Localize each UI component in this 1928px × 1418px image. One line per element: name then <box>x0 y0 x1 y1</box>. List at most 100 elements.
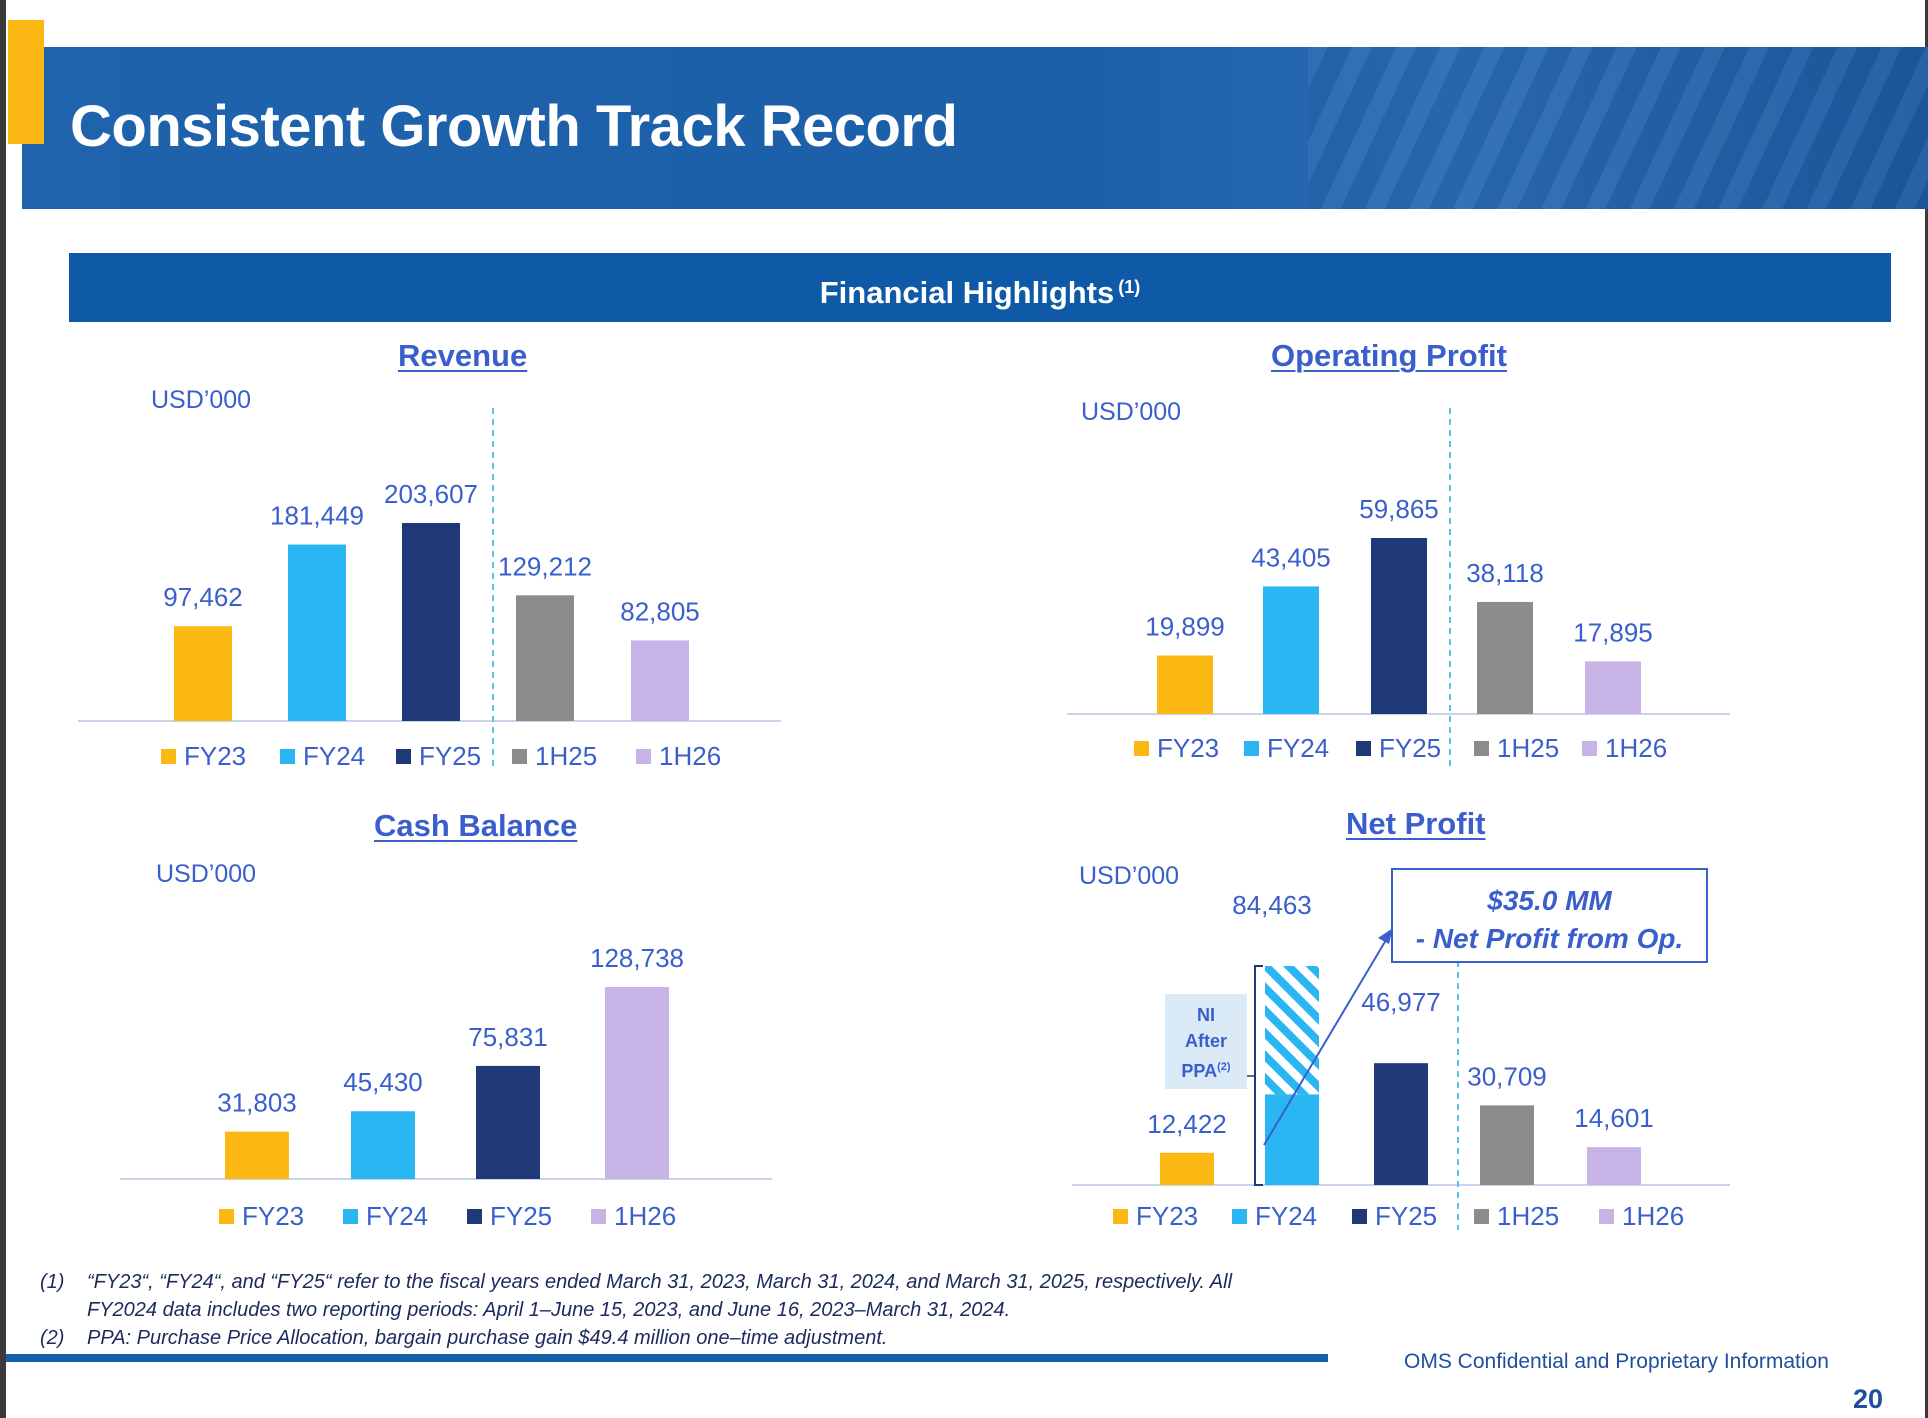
footnote-number: (1) <box>40 1271 65 1293</box>
revenue-data-label-fy23: 97,462 <box>163 582 243 612</box>
net-profit-bar-1h26 <box>1587 1147 1641 1185</box>
operating-profit-legend-swatch-fy23 <box>1134 741 1149 756</box>
operating-profit-legend-swatch-1h26 <box>1582 741 1597 756</box>
net-profit-unit-label: USD’000 <box>1079 862 1180 890</box>
accent-tab <box>8 20 44 144</box>
revenue-legend-label-1h25: 1H25 <box>535 741 597 771</box>
net-profit-data-label-fy24: 84,463 <box>1232 890 1312 920</box>
cash-balance-legend-label-fy23: FY23 <box>242 1201 304 1231</box>
callout-line-1: $35.0 MM <box>1487 885 1612 916</box>
footnote-text: “FY23“, “FY24“, and “FY25“ refer to the … <box>87 1271 1233 1293</box>
footnotes: (1) “FY23“, “FY24“, and “FY25“ refer to t… <box>40 1268 1360 1352</box>
left-edge <box>0 0 6 1418</box>
revenue-data-label-1h25: 129,212 <box>498 551 592 581</box>
ppa-line-2: After <box>1184 1031 1227 1051</box>
operating-profit-bar-fy25 <box>1371 538 1427 714</box>
net-profit-bar-1h25 <box>1480 1105 1534 1185</box>
footnote-number <box>40 1296 87 1324</box>
page-number: 20 <box>1853 1384 1884 1414</box>
revenue-legend-swatch-1h25 <box>512 749 527 764</box>
cash-balance-bar-fy25 <box>476 1065 540 1179</box>
revenue-bar-fy23 <box>174 626 232 721</box>
cash-balance-data-label-fy23: 31,803 <box>217 1088 297 1118</box>
footnote-text: PPA: Purchase Price Allocation, bargain … <box>87 1327 888 1349</box>
net-profit-callout-arrowhead <box>1378 928 1393 944</box>
cash-balance-legend-swatch-fy24 <box>343 1209 358 1224</box>
cash-balance-bar-fy24 <box>351 1111 415 1179</box>
cash-balance-data-label-1h26: 128,738 <box>590 943 684 973</box>
cash-balance-data-label-fy25: 75,831 <box>468 1022 548 1052</box>
operating-profit-legend-swatch-fy25 <box>1356 741 1371 756</box>
net-profit-callout-arrow <box>1263 934 1390 1146</box>
revenue-data-label-1h26: 82,805 <box>620 596 700 626</box>
footnote-row: (1) “FY23“, “FY24“, and “FY25“ refer to t… <box>40 1268 1360 1296</box>
footnote-row: FY2024 data includes two reporting perio… <box>40 1296 1360 1324</box>
operating-profit-data-label-fy24: 43,405 <box>1251 542 1331 572</box>
operating-profit-bar-fy23 <box>1157 655 1213 714</box>
revenue-bar-1h25 <box>516 595 574 721</box>
ppa-footnote-ref: (2) <box>1217 1061 1231 1073</box>
revenue-legend-swatch-1h26 <box>636 749 651 764</box>
net-profit-bar-fy23 <box>1160 1152 1214 1185</box>
net-profit-data-label-fy25: 46,977 <box>1361 987 1441 1017</box>
cash-balance-bar-1h26 <box>605 987 669 1179</box>
operating-profit-legend-label-fy23: FY23 <box>1157 733 1219 763</box>
operating-profit-chart-title: Operating Profit <box>1271 338 1507 373</box>
cash-balance-legend-swatch-fy23 <box>219 1209 234 1224</box>
right-edge <box>1925 0 1928 1418</box>
ppa-line-1: NI <box>1197 1005 1215 1025</box>
header-band <box>22 47 1928 209</box>
cash-balance-legend-label-fy24: FY24 <box>366 1201 428 1231</box>
bottom-bar <box>6 1354 1328 1362</box>
net-profit-bar-fy24-ppa <box>1265 966 1319 1095</box>
operating-profit-legend-label-fy24: FY24 <box>1267 733 1329 763</box>
operating-profit-bar-1h26 <box>1585 661 1641 714</box>
revenue-legend-swatch-fy25 <box>396 749 411 764</box>
cash-balance-bar-fy23 <box>225 1131 289 1179</box>
operating-profit-data-label-fy25: 59,865 <box>1359 494 1439 524</box>
operating-profit-legend-swatch-1h25 <box>1474 741 1489 756</box>
operating-profit-data-label-1h26: 17,895 <box>1573 617 1653 647</box>
banner-title: Financial Highlights <box>819 275 1115 310</box>
confidential-notice: OMS Confidential and Proprietary Informa… <box>1404 1350 1829 1373</box>
net-profit-legend-label-fy23: FY23 <box>1136 1201 1198 1231</box>
revenue-bar-fy24 <box>288 544 346 721</box>
page-title: Consistent Growth Track Record <box>70 94 958 159</box>
net-profit-legend-label-1h25: 1H25 <box>1497 1201 1559 1231</box>
operating-profit-legend-swatch-fy24 <box>1244 741 1259 756</box>
operating-profit-unit-label: USD’000 <box>1081 398 1182 426</box>
net-profit-legend-swatch-fy24 <box>1232 1209 1247 1224</box>
net-profit-legend-swatch-1h26 <box>1599 1209 1614 1224</box>
revenue-legend-label-fy25: FY25 <box>419 741 481 771</box>
revenue-data-label-fy24: 181,449 <box>270 501 364 531</box>
cash-balance-legend-label-1h26: 1H26 <box>614 1201 676 1231</box>
ppa-annotation: NI After PPA(2) <box>1165 994 1247 1089</box>
banner-footnote-ref: (1) <box>1118 277 1141 297</box>
operating-profit-bar-1h25 <box>1477 601 1533 714</box>
cash-balance-legend-swatch-fy25 <box>467 1209 482 1224</box>
ppa-line-3: PPA <box>1181 1061 1218 1081</box>
revenue-legend-label-1h26: 1H26 <box>659 741 721 771</box>
operating-profit-data-label-fy23: 19,899 <box>1145 611 1225 641</box>
net-profit-legend-label-fy24: FY24 <box>1255 1201 1317 1231</box>
net-profit-legend-swatch-1h25 <box>1474 1209 1489 1224</box>
operating-profit-data-label-1h25: 38,118 <box>1466 558 1544 588</box>
cash-balance-legend-label-fy25: FY25 <box>490 1201 552 1231</box>
revenue-legend-label-fy24: FY24 <box>303 741 365 771</box>
revenue-legend-label-fy23: FY23 <box>184 741 246 771</box>
revenue-bar-1h26 <box>631 640 689 721</box>
net-profit-legend-swatch-fy23 <box>1113 1209 1128 1224</box>
operating-profit-bar-fy24 <box>1263 586 1319 714</box>
revenue-chart-title: Revenue <box>398 338 528 373</box>
footnote-number: (2) <box>40 1327 65 1349</box>
net-profit-legend-label-1h26: 1H26 <box>1622 1201 1684 1231</box>
revenue-legend-swatch-fy24 <box>280 749 295 764</box>
callout-line-2: - Net Profit from Op. <box>1415 923 1684 954</box>
operating-profit-legend-label-1h25: 1H25 <box>1497 733 1559 763</box>
cash-balance-legend-swatch-1h26 <box>591 1209 606 1224</box>
footnote-row: (2) PPA: Purchase Price Allocation, barga… <box>40 1324 1360 1352</box>
cash-balance-unit-label: USD’000 <box>156 860 257 888</box>
cash-balance-chart-title: Cash Balance <box>374 808 578 843</box>
operating-profit-legend-label-1h26: 1H26 <box>1605 733 1667 763</box>
